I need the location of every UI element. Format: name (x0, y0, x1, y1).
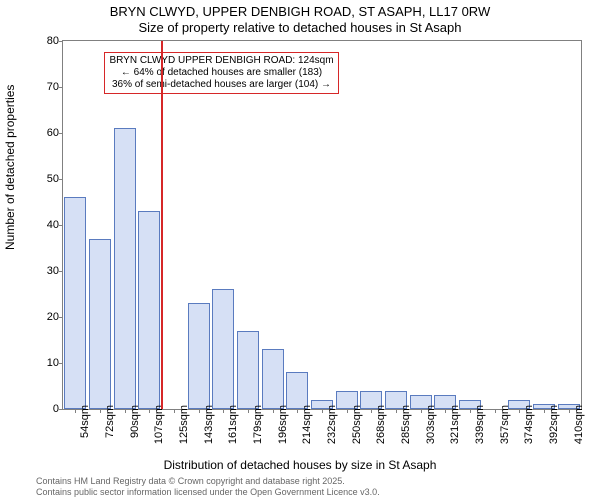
x-tick-label: 285sqm (400, 405, 412, 444)
x-tick-mark (149, 409, 150, 413)
chart-title-line-1: BRYN CLWYD, UPPER DENBIGH ROAD, ST ASAPH… (0, 4, 600, 19)
x-tick-mark (495, 409, 496, 413)
footer-line-1: Contains HM Land Registry data © Crown c… (36, 476, 380, 487)
bar (114, 128, 136, 409)
x-tick-mark (470, 409, 471, 413)
x-tick-mark (199, 409, 200, 413)
footer: Contains HM Land Registry data © Crown c… (36, 476, 380, 498)
y-tick-label: 50 (33, 173, 59, 185)
y-tick-mark (59, 41, 63, 42)
plot-inner: BRYN CLWYD UPPER DENBIGH ROAD: 124sqm ← … (62, 40, 582, 410)
x-tick-label: 72sqm (104, 405, 116, 438)
y-tick-label: 70 (33, 81, 59, 93)
x-tick-mark (322, 409, 323, 413)
y-tick-label: 20 (33, 311, 59, 323)
x-tick-mark (421, 409, 422, 413)
x-tick-label: 374sqm (523, 405, 535, 444)
x-tick-label: 161sqm (227, 405, 239, 444)
x-tick-mark (569, 409, 570, 413)
y-tick-mark (59, 317, 63, 318)
x-tick-mark (396, 409, 397, 413)
bar (237, 331, 259, 409)
x-tick-label: 179sqm (252, 405, 264, 444)
bar (286, 372, 308, 409)
x-tick-label: 321sqm (449, 405, 461, 444)
x-tick-mark (75, 409, 76, 413)
y-tick-mark (59, 271, 63, 272)
y-tick-mark (59, 363, 63, 364)
y-tick-label: 60 (33, 127, 59, 139)
y-tick-label: 40 (33, 219, 59, 231)
footer-line-2: Contains public sector information licen… (36, 487, 380, 498)
x-tick-mark (297, 409, 298, 413)
x-tick-label: 196sqm (277, 405, 289, 444)
x-tick-mark (347, 409, 348, 413)
x-tick-mark (273, 409, 274, 413)
y-axis-label: Number of detached properties (3, 85, 17, 250)
chart-title-line-2: Size of property relative to detached ho… (0, 20, 600, 35)
x-tick-mark (125, 409, 126, 413)
x-tick-label: 214sqm (301, 405, 313, 444)
bar (188, 303, 210, 409)
x-tick-mark (100, 409, 101, 413)
bar (89, 239, 111, 409)
x-tick-mark (445, 409, 446, 413)
x-tick-label: 392sqm (548, 405, 560, 444)
y-tick-mark (59, 225, 63, 226)
x-tick-label: 268sqm (375, 405, 387, 444)
x-tick-label: 303sqm (425, 405, 437, 444)
x-tick-label: 339sqm (474, 405, 486, 444)
y-tick-label: 0 (33, 403, 59, 415)
bar (262, 349, 284, 409)
annotation-line-1: BRYN CLWYD UPPER DENBIGH ROAD: 124sqm (109, 55, 333, 67)
x-tick-label: 90sqm (129, 405, 141, 438)
x-tick-mark (223, 409, 224, 413)
x-tick-label: 107sqm (153, 405, 165, 444)
x-tick-label: 250sqm (351, 405, 363, 444)
x-tick-label: 410sqm (573, 405, 585, 444)
x-tick-label: 143sqm (203, 405, 215, 444)
y-tick-label: 80 (33, 35, 59, 47)
bar (64, 197, 86, 409)
x-tick-label: 357sqm (499, 405, 511, 444)
annotation-line-3: 36% of semi-detached houses are larger (… (109, 79, 333, 91)
x-tick-label: 232sqm (326, 405, 338, 444)
x-axis-label: Distribution of detached houses by size … (0, 458, 600, 472)
y-tick-label: 30 (33, 265, 59, 277)
x-tick-label: 125sqm (178, 405, 190, 444)
annotation-line-2: ← 64% of detached houses are smaller (18… (109, 67, 333, 79)
bar (212, 289, 234, 409)
bar (138, 211, 160, 409)
y-tick-label: 10 (33, 357, 59, 369)
x-tick-label: 54sqm (79, 405, 91, 438)
annotation-box: BRYN CLWYD UPPER DENBIGH ROAD: 124sqm ← … (104, 52, 338, 94)
y-tick-mark (59, 133, 63, 134)
y-tick-mark (59, 179, 63, 180)
x-tick-mark (248, 409, 249, 413)
plot-area: BRYN CLWYD UPPER DENBIGH ROAD: 124sqm ← … (62, 40, 582, 410)
x-tick-mark (174, 409, 175, 413)
y-tick-mark (59, 409, 63, 410)
y-tick-mark (59, 87, 63, 88)
x-tick-mark (371, 409, 372, 413)
x-tick-mark (519, 409, 520, 413)
reference-line (161, 41, 163, 409)
x-tick-mark (544, 409, 545, 413)
